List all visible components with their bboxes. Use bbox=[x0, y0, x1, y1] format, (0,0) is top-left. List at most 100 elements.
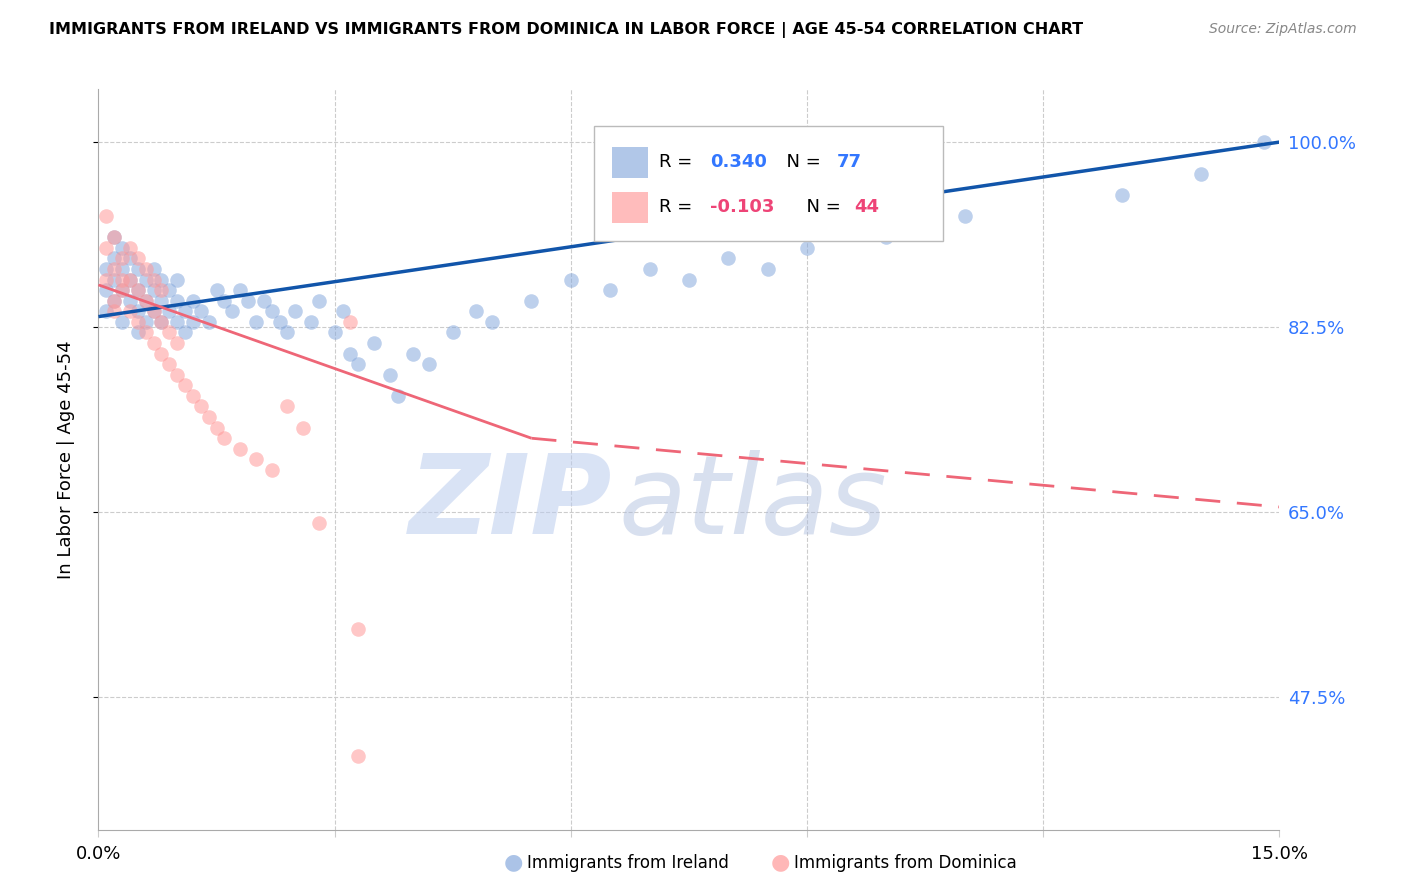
Point bbox=[127, 262, 149, 277]
Point bbox=[103, 262, 125, 277]
Point bbox=[166, 272, 188, 286]
Point bbox=[181, 389, 204, 403]
Point bbox=[103, 304, 125, 318]
Point bbox=[127, 326, 149, 340]
Point bbox=[127, 283, 149, 297]
Point bbox=[150, 315, 173, 329]
Point bbox=[214, 431, 236, 445]
Point bbox=[292, 420, 315, 434]
Text: Immigrants from Dominica: Immigrants from Dominica bbox=[794, 855, 1017, 872]
Point bbox=[875, 230, 897, 244]
Point bbox=[181, 293, 204, 308]
Point bbox=[174, 326, 197, 340]
Point bbox=[190, 304, 212, 318]
Text: ZIP: ZIP bbox=[409, 450, 612, 558]
Point bbox=[339, 315, 361, 329]
Point bbox=[96, 209, 118, 223]
Point bbox=[150, 315, 173, 329]
Text: N =: N = bbox=[796, 198, 846, 216]
Point bbox=[157, 357, 180, 371]
Text: Source: ZipAtlas.com: Source: ZipAtlas.com bbox=[1209, 22, 1357, 37]
Point bbox=[111, 283, 134, 297]
Point bbox=[953, 209, 976, 223]
Point bbox=[127, 252, 149, 266]
Point bbox=[835, 219, 858, 234]
Point bbox=[142, 304, 165, 318]
Point bbox=[118, 272, 141, 286]
Point bbox=[103, 230, 125, 244]
Text: 44: 44 bbox=[855, 198, 879, 216]
Point bbox=[347, 357, 370, 371]
Point bbox=[638, 262, 661, 277]
Point bbox=[284, 304, 307, 318]
Point bbox=[229, 442, 252, 456]
Text: N =: N = bbox=[775, 153, 827, 171]
Text: -0.103: -0.103 bbox=[710, 198, 775, 216]
Point bbox=[111, 252, 134, 266]
Point bbox=[245, 315, 267, 329]
Point bbox=[260, 463, 283, 477]
Point bbox=[142, 262, 165, 277]
FancyBboxPatch shape bbox=[612, 192, 648, 223]
Point bbox=[1111, 188, 1133, 202]
Point bbox=[347, 748, 370, 763]
Point bbox=[103, 272, 125, 286]
Point bbox=[118, 293, 141, 308]
FancyBboxPatch shape bbox=[595, 126, 943, 241]
Point bbox=[796, 241, 818, 255]
Point bbox=[339, 346, 361, 360]
Point bbox=[103, 293, 125, 308]
Point bbox=[363, 336, 385, 351]
Point bbox=[197, 410, 219, 425]
Point bbox=[402, 346, 425, 360]
Point bbox=[111, 315, 134, 329]
Point bbox=[166, 293, 188, 308]
Point bbox=[150, 346, 173, 360]
Point bbox=[481, 315, 503, 329]
Point bbox=[96, 241, 118, 255]
Point bbox=[127, 283, 149, 297]
Text: atlas: atlas bbox=[619, 450, 887, 558]
Point bbox=[166, 368, 188, 382]
Point bbox=[174, 304, 197, 318]
Point bbox=[142, 304, 165, 318]
Point bbox=[308, 293, 330, 308]
Point bbox=[236, 293, 259, 308]
Point bbox=[111, 241, 134, 255]
Text: Immigrants from Ireland: Immigrants from Ireland bbox=[527, 855, 730, 872]
Point bbox=[347, 622, 370, 636]
Point bbox=[135, 272, 157, 286]
Point bbox=[190, 400, 212, 414]
Point bbox=[214, 293, 236, 308]
Point bbox=[111, 272, 134, 286]
Point bbox=[276, 326, 298, 340]
Point bbox=[111, 283, 134, 297]
Point bbox=[150, 293, 173, 308]
Point bbox=[150, 283, 173, 297]
Point bbox=[118, 272, 141, 286]
Point bbox=[118, 241, 141, 255]
Point bbox=[221, 304, 243, 318]
Point bbox=[96, 304, 118, 318]
Point bbox=[135, 293, 157, 308]
Point bbox=[387, 389, 409, 403]
Point bbox=[166, 336, 188, 351]
Point bbox=[418, 357, 440, 371]
Point bbox=[717, 252, 740, 266]
Point bbox=[142, 283, 165, 297]
Text: ●: ● bbox=[770, 853, 790, 872]
Point bbox=[332, 304, 354, 318]
Point bbox=[111, 262, 134, 277]
Point bbox=[245, 452, 267, 467]
Point bbox=[441, 326, 464, 340]
Point bbox=[1253, 135, 1275, 149]
Point bbox=[135, 326, 157, 340]
Point bbox=[181, 315, 204, 329]
FancyBboxPatch shape bbox=[612, 146, 648, 178]
Point bbox=[1189, 167, 1212, 181]
Point bbox=[135, 315, 157, 329]
Point bbox=[96, 283, 118, 297]
Point bbox=[157, 283, 180, 297]
Point bbox=[103, 252, 125, 266]
Point bbox=[135, 293, 157, 308]
